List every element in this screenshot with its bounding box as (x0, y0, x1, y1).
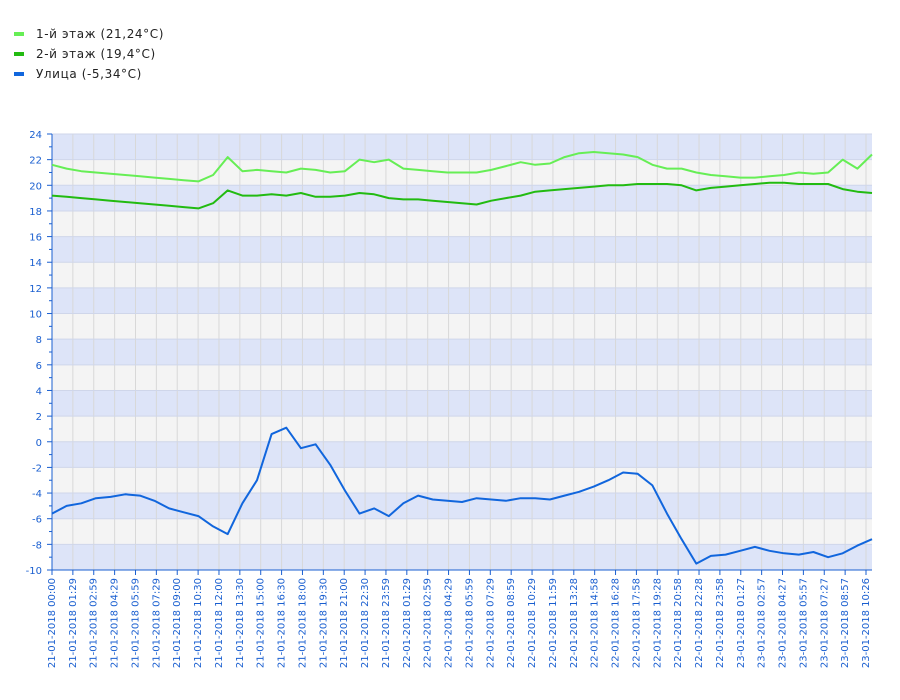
band (52, 518, 872, 545)
y-tick-label: 8 (36, 335, 42, 346)
band (52, 544, 872, 570)
y-tick-label: -4 (32, 489, 42, 500)
legend: 1-й этаж (21,24°C) 2-й этаж (19,4°C) Ули… (14, 24, 164, 84)
band (52, 287, 872, 314)
x-tick-label: 21-01-2018 01:29 (68, 578, 79, 668)
x-tick-label: 21-01-2018 05:59 (130, 578, 141, 668)
y-tick-label: 0 (36, 438, 42, 449)
y-tick-label: 22 (29, 156, 42, 167)
x-tick-label: 23-01-2018 02:57 (757, 578, 768, 668)
y-tick-label: 18 (29, 207, 42, 218)
y-tick-label: 12 (29, 284, 42, 295)
x-tick-label: 21-01-2018 12:00 (214, 578, 225, 668)
legend-item-street[interactable]: Улица (-5,34°C) (14, 64, 164, 84)
legend-label-street: Улица (-5,34°C) (36, 67, 142, 81)
x-tick-label: 22-01-2018 13:28 (569, 578, 580, 668)
series-lines (51, 151, 873, 565)
x-tick-label: 21-01-2018 16:30 (277, 578, 288, 668)
band (52, 390, 872, 417)
x-tick-label: 22-01-2018 01:29 (402, 578, 413, 668)
legend-label-floor1: 1-й этаж (21,24°C) (36, 27, 165, 41)
x-tick-label: 21-01-2018 07:29 (151, 578, 162, 668)
y-tick-label: -6 (32, 515, 42, 526)
x-tick-label: 22-01-2018 23:58 (715, 578, 726, 668)
x-tick-label: 22-01-2018 08:59 (506, 578, 517, 668)
x-tick-label: 22-01-2018 04:29 (444, 578, 455, 668)
x-tick-label: 21-01-2018 13:30 (235, 578, 246, 668)
legend-item-floor2[interactable]: 2-й этаж (19,4°C) (14, 44, 164, 64)
x-tick-label: 22-01-2018 16:28 (611, 578, 622, 668)
band (52, 134, 872, 160)
band (52, 416, 872, 442)
y-tick-label: -8 (32, 540, 42, 551)
x-tick-label: 22-01-2018 20:58 (673, 578, 684, 668)
y-tick-label: 2 (36, 412, 42, 423)
y-tick-label: 24 (29, 130, 42, 141)
band (52, 467, 872, 494)
x-tick-label: 21-01-2018 09:00 (172, 578, 183, 668)
series-line-1 (51, 181, 873, 210)
x-tick-label: 21-01-2018 15:00 (256, 578, 267, 668)
y-tick-label: -10 (26, 566, 42, 577)
x-tick-label: 21-01-2018 00:00 (47, 578, 58, 668)
x-tick-label: 23-01-2018 07:27 (819, 578, 830, 668)
legend-item-floor1[interactable]: 1-й этаж (21,24°C) (14, 24, 164, 44)
x-tick-label: 21-01-2018 04:29 (110, 578, 121, 668)
x-tick-label: 22-01-2018 14:58 (590, 578, 601, 668)
band (52, 441, 872, 468)
legend-label-floor2: 2-й этаж (19,4°C) (36, 47, 156, 61)
legend-swatch-street (14, 72, 24, 76)
x-tick-label: 23-01-2018 10:26 (861, 578, 872, 668)
x-tick-label: 21-01-2018 22:30 (360, 578, 371, 668)
y-tick-label: 6 (36, 361, 42, 372)
y-tick-label: 14 (29, 258, 42, 269)
legend-swatch-floor1 (14, 32, 24, 36)
x-tick-label: 22-01-2018 05:59 (464, 578, 475, 668)
x-tick-label: 23-01-2018 01:27 (736, 578, 747, 668)
y-tick-label: -2 (32, 463, 42, 474)
x-tick-label: 23-01-2018 05:57 (798, 578, 809, 668)
series-line-2 (51, 426, 873, 565)
y-tick-label: 10 (29, 310, 42, 321)
legend-swatch-floor2 (14, 52, 24, 56)
band (52, 493, 872, 519)
band (52, 210, 872, 237)
x-tick-label: 22-01-2018 19:28 (652, 578, 663, 668)
band (52, 262, 872, 288)
x-tick-label: 23-01-2018 04:27 (778, 578, 789, 668)
x-tick-label: 22-01-2018 07:29 (485, 578, 496, 668)
y-tick-label: 4 (36, 386, 42, 397)
x-tick-label: 22-01-2018 10:29 (527, 578, 538, 668)
x-axis-ticks: 21-01-2018 00:00 21-01-2018 01:29 21-01-20… (47, 570, 872, 668)
series-line-0 (51, 151, 873, 183)
background-bands (52, 134, 872, 570)
x-tick-label: 21-01-2018 21:00 (339, 578, 350, 668)
x-tick-label: 21-01-2018 02:59 (89, 578, 100, 668)
band (52, 364, 872, 391)
x-tick-label: 22-01-2018 11:59 (548, 578, 559, 668)
x-tick-label: 21-01-2018 10:30 (193, 578, 204, 668)
horizontal-gridlines (52, 133, 872, 571)
x-tick-label: 21-01-2018 19:30 (318, 578, 329, 668)
x-tick-label: 21-01-2018 23:59 (381, 578, 392, 668)
x-tick-label: 22-01-2018 17:58 (631, 578, 642, 668)
x-tick-label: 23-01-2018 08:57 (840, 578, 851, 668)
band (52, 236, 872, 263)
band (52, 313, 872, 340)
band (52, 339, 872, 365)
y-tick-label: 16 (29, 233, 42, 244)
x-tick-label: 22-01-2018 22:28 (694, 578, 705, 668)
x-tick-label: 21-01-2018 18:00 (297, 578, 308, 668)
x-tick-label: 22-01-2018 02:59 (423, 578, 434, 668)
y-tick-label: 20 (29, 181, 42, 192)
